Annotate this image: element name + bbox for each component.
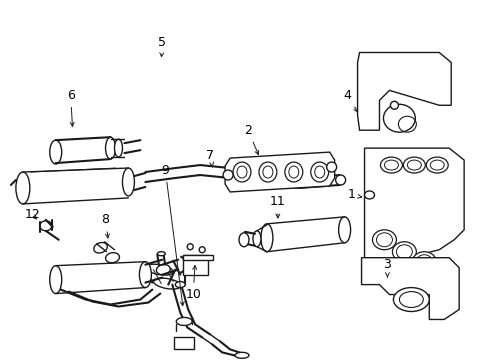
Ellipse shape — [372, 230, 396, 250]
Ellipse shape — [176, 318, 192, 325]
Ellipse shape — [252, 231, 261, 247]
Ellipse shape — [338, 217, 350, 243]
Ellipse shape — [153, 278, 181, 289]
Text: 2: 2 — [244, 124, 258, 154]
Ellipse shape — [187, 244, 193, 250]
Polygon shape — [224, 152, 334, 192]
Ellipse shape — [199, 247, 205, 253]
Text: 8: 8 — [102, 213, 109, 238]
Ellipse shape — [411, 252, 435, 272]
Ellipse shape — [145, 264, 173, 275]
Ellipse shape — [223, 170, 233, 180]
Ellipse shape — [426, 157, 447, 173]
Ellipse shape — [310, 162, 328, 182]
Ellipse shape — [383, 104, 414, 132]
Text: 5: 5 — [158, 36, 166, 57]
Ellipse shape — [156, 265, 170, 275]
Polygon shape — [364, 148, 463, 268]
Ellipse shape — [261, 224, 272, 252]
Ellipse shape — [259, 162, 276, 182]
Ellipse shape — [285, 162, 302, 182]
Ellipse shape — [16, 172, 30, 204]
Ellipse shape — [122, 168, 134, 196]
Ellipse shape — [393, 288, 428, 311]
Ellipse shape — [364, 191, 374, 199]
Ellipse shape — [40, 221, 52, 231]
Ellipse shape — [403, 157, 425, 173]
Polygon shape — [357, 53, 450, 130]
Text: 6: 6 — [66, 89, 75, 126]
Text: 1: 1 — [347, 188, 361, 202]
Text: 11: 11 — [269, 195, 285, 218]
Ellipse shape — [326, 162, 336, 172]
Bar — [174, 337, 194, 349]
Ellipse shape — [335, 175, 345, 185]
Ellipse shape — [50, 266, 61, 293]
Ellipse shape — [233, 162, 250, 182]
Polygon shape — [361, 258, 458, 319]
Ellipse shape — [105, 253, 119, 263]
Ellipse shape — [139, 262, 151, 288]
Text: 10: 10 — [185, 266, 201, 301]
Text: 4: 4 — [343, 89, 357, 112]
Ellipse shape — [114, 139, 122, 157]
Ellipse shape — [235, 352, 248, 358]
Ellipse shape — [50, 140, 61, 164]
Text: 12: 12 — [25, 208, 41, 221]
Text: 9: 9 — [161, 163, 184, 306]
Text: 3: 3 — [383, 258, 390, 277]
Ellipse shape — [239, 233, 248, 247]
Ellipse shape — [175, 282, 185, 288]
Ellipse shape — [380, 157, 402, 173]
Ellipse shape — [105, 137, 115, 159]
Ellipse shape — [157, 252, 165, 256]
Ellipse shape — [94, 243, 107, 253]
Ellipse shape — [389, 101, 398, 109]
Ellipse shape — [392, 242, 415, 262]
Bar — [183, 255, 208, 275]
Text: 7: 7 — [206, 149, 214, 167]
Bar — [183, 255, 213, 260]
